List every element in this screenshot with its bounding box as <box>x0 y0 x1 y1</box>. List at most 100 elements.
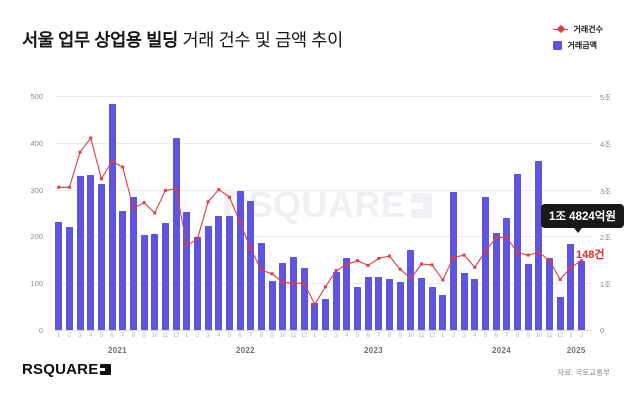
x-axis-month-label: 12 <box>172 333 180 339</box>
page-title: 서울 업무 상업용 빌딩 거래 건수 및 금액 추이 <box>22 27 343 52</box>
legend-amount-label: 거래금액 <box>567 40 597 50</box>
bar <box>151 234 159 330</box>
x-axis-month-label: 8 <box>131 333 136 339</box>
x-axis-month-label: 2 <box>67 333 72 339</box>
x-axis-year-label: 2022 <box>235 346 255 355</box>
x-axis-month-label: 10 <box>279 333 287 339</box>
bar <box>279 263 287 330</box>
x-axis-month-label: 5 <box>483 333 488 339</box>
count-point <box>281 280 285 284</box>
bar <box>471 278 479 330</box>
x-axis-month-label: 3 <box>206 333 210 339</box>
gridline <box>55 96 592 97</box>
x-axis-month-label: 3 <box>78 333 82 339</box>
bar <box>55 222 63 330</box>
y-axis-left-tick: 300 <box>30 185 43 195</box>
count-point <box>142 201 146 205</box>
count-line <box>57 136 583 306</box>
gridline <box>55 189 592 191</box>
count-point <box>356 259 359 263</box>
bar <box>215 215 223 330</box>
bar <box>439 294 447 330</box>
bar <box>129 196 137 330</box>
count-point <box>163 189 167 192</box>
x-axis-month-label: 11 <box>546 333 553 339</box>
legend-item-amount: 거래금액 <box>552 40 597 50</box>
x-axis-month-label: 11 <box>162 333 169 339</box>
count-point <box>174 187 178 191</box>
count-point <box>206 200 210 204</box>
count-point <box>580 259 583 263</box>
x-axis-month-label: 1 <box>313 333 317 339</box>
rsquare-logo: RSQUARE <box>22 361 112 378</box>
y-axis-left-tick: 0 <box>38 326 43 335</box>
y-axis-left-tick: 400 <box>30 138 43 148</box>
count-point <box>121 165 125 169</box>
bar <box>172 137 180 330</box>
x-axis-month-label: 7 <box>249 333 253 339</box>
x-axis-month-label: 2 <box>579 333 584 339</box>
count-point <box>131 206 135 210</box>
y-axis-left-tick: 200 <box>30 232 43 242</box>
x-axis-month-label: 12 <box>300 333 308 339</box>
x-axis-month-label: 5 <box>355 333 360 339</box>
bar <box>364 277 372 330</box>
bar <box>449 191 457 330</box>
bar <box>236 191 244 330</box>
bar <box>524 263 532 330</box>
count-point <box>473 265 477 269</box>
count-point <box>270 272 274 276</box>
count-point <box>409 277 413 280</box>
y-axis-right-tick: 0 <box>600 326 605 335</box>
bar <box>353 287 361 330</box>
count-point <box>494 236 498 240</box>
x-axis-month-label: 1 <box>57 333 61 339</box>
x-axis-month-label: 8 <box>515 333 520 339</box>
bar <box>482 196 489 330</box>
bar <box>108 103 116 330</box>
bar <box>428 287 436 330</box>
x-axis-month-label: 3 <box>462 333 466 339</box>
x-axis-month-label: 2 <box>451 333 456 339</box>
x-axis-month-label: 6 <box>238 333 242 339</box>
x-axis-month-label: 4 <box>473 333 477 339</box>
bar <box>193 237 201 330</box>
x-axis-month-label: 9 <box>526 333 530 339</box>
chart-area: RSQUARE 1 2 3 4 5 6 7 8 9 10 11 12 1 2 3 4 5 6 7 8 9 10 11 12 1 2… <box>30 92 624 355</box>
rsquare-logo-text: RSQUARE <box>22 361 99 378</box>
count-point <box>57 185 61 189</box>
line-diamond-marker-icon <box>552 24 568 34</box>
rsquare-logo-mark-icon <box>100 364 112 375</box>
bar <box>300 267 308 330</box>
y-axis-right-tick: 3조 <box>600 186 612 196</box>
bar <box>247 200 255 330</box>
rsquare-watermark-mark-icon <box>410 192 432 218</box>
x-axis-month-label: 5 <box>227 333 232 339</box>
x-axis-month-label: 1 <box>441 333 445 339</box>
count-point <box>195 237 199 241</box>
x-axis-month-label: 5 <box>99 333 104 339</box>
bar <box>556 296 564 330</box>
x-axis-month-label: 9 <box>142 333 146 339</box>
bar <box>332 272 340 330</box>
x-axis-month-label: 2 <box>323 333 328 339</box>
x-axis-year-label: 2024 <box>492 346 511 355</box>
bar <box>375 277 383 330</box>
x-axis-month-label: 9 <box>398 333 402 339</box>
bar <box>343 258 351 330</box>
x-axis-month-label: 11 <box>290 333 297 339</box>
bar <box>65 226 73 330</box>
y-axis-right-tick: 5조 <box>600 93 612 102</box>
bar <box>289 257 297 330</box>
x-axis-month-label: 12 <box>556 333 564 339</box>
count-point <box>537 250 541 254</box>
bar <box>460 273 468 330</box>
bar <box>407 249 415 330</box>
x-axis-month-label: 4 <box>217 333 221 339</box>
count-point <box>420 262 423 266</box>
bar <box>321 299 329 330</box>
count-point <box>227 195 231 199</box>
x-axis-year-label: 2021 <box>107 346 127 355</box>
x-axis-month-label: 4 <box>345 333 349 339</box>
